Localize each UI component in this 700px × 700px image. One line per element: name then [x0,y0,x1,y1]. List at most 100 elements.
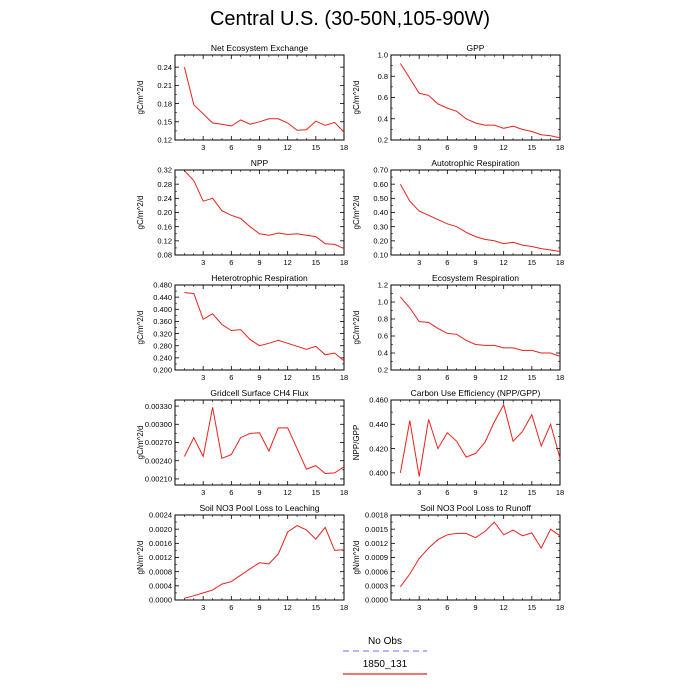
x-tick-label: 9 [257,488,261,497]
x-tick-label: 12 [283,143,291,152]
x-tick-label: 9 [257,603,261,612]
series-line-ecosystem-respiration [400,296,561,357]
x-tick-label: 3 [201,143,205,152]
x-tick-label: 3 [417,258,421,267]
panel-ecosystem-respiration: Ecosystem Respiration 3 6 9 12 15 18 0.2 0.4 0.6 0… [352,273,564,382]
x-tick-label: 15 [312,373,320,382]
y-tick-label: 0.20 [373,237,388,246]
x-tick-label: 18 [556,488,564,497]
x-tick-label: 18 [556,603,564,612]
y-tick-label: 0.320 [153,329,172,338]
y-tick-label: 0.08 [157,251,172,260]
x-tick-label: 15 [528,603,536,612]
y-tick-label: 0.280 [153,341,172,350]
x-tick-label: 18 [340,143,348,152]
y-tick-label: 0.24 [157,194,172,203]
y-tick-label: 0.6 [378,332,388,341]
x-tick-label: 18 [556,143,564,152]
x-tick-label: 15 [312,488,320,497]
y-tick-label: 0.8 [378,72,388,81]
y-tick-label: 0.6 [378,93,388,102]
x-tick-label: 6 [229,603,233,612]
x-tick-label: 6 [229,488,233,497]
y-axis-label: gC/m^2/d [136,311,145,345]
x-tick-label: 9 [473,488,477,497]
plot-frame [390,54,561,141]
y-tick-label: 0.70 [373,166,388,175]
x-tick-label: 15 [528,373,536,382]
y-axis-label: gC/m^2/d [136,81,145,115]
plot-frame [390,514,561,601]
y-axis-label: gN/m^2/d [352,541,361,575]
y-tick-label: 0.8 [378,315,388,324]
series-line-npp [184,170,345,250]
panel-gpp: GPP 3 6 9 12 15 18 0.2 0.4 0.6 0.8 1.0 gC/m^2/d [352,43,564,152]
y-tick-label: 0.00270 [145,438,172,447]
x-tick-label: 9 [473,603,477,612]
panel-title: Gridcell Surface CH4 Flux [210,388,309,398]
y-tick-label: 0.4 [378,114,388,123]
y-tick-label: 0.32 [157,166,172,175]
plot-frame [174,284,345,371]
x-tick-label: 3 [417,143,421,152]
x-tick-label: 18 [556,258,564,267]
y-tick-label: 0.0006 [365,567,388,576]
y-tick-label: 0.480 [153,281,172,290]
legend-label-obs: No Obs [368,636,402,647]
y-tick-label: 0.200 [153,366,172,375]
y-tick-label: 0.00330 [145,402,172,411]
panel-title: Carbon Use Efficiency (NPP/GPP) [411,388,541,398]
y-tick-label: 0.400 [369,469,388,478]
x-tick-label: 12 [283,373,291,382]
panel-heterotrophic-respiration: Heterotrophic Respiration 3 6 9 12 15 18 0.200 0… [136,273,348,382]
x-tick-label: 6 [445,373,449,382]
y-tick-label: 0.21 [157,81,172,90]
page-title: Central U.S. (30-50N,105-90W) [209,8,491,30]
panel-title: Net Ecosystem Exchange [211,43,309,53]
x-tick-label: 15 [528,258,536,267]
y-tick-label: 0.0020 [149,525,172,534]
y-tick-label: 0.360 [153,317,172,326]
y-tick-label: 0.0012 [149,553,172,562]
y-tick-label: 0.18 [157,99,172,108]
x-tick-label: 9 [473,373,477,382]
x-tick-label: 9 [257,373,261,382]
x-tick-label: 3 [201,488,205,497]
x-tick-label: 6 [229,373,233,382]
panel-soil-no3-pool-loss-to-runoff: Soil NO3 Pool Loss to Runoff 3 6 9 12 15 18 0.0… [352,503,564,612]
y-tick-label: 0.15 [157,117,172,126]
series-line-heterotrophic-respiration [184,292,345,362]
x-tick-label: 12 [283,603,291,612]
y-tick-label: 0.28 [157,180,172,189]
y-tick-label: 0.12 [157,136,172,145]
panel-title: Soil NO3 Pool Loss to Runoff [420,503,531,513]
y-axis-label: gC/m^2/d [352,81,361,115]
y-tick-label: 0.00240 [145,456,172,465]
panel-title: Heterotrophic Respiration [211,273,308,283]
y-tick-label: 0.440 [369,420,388,429]
series-line-soil-no3-pool-loss-to-runoff [399,521,561,588]
x-tick-label: 15 [312,603,320,612]
x-tick-label: 15 [528,143,536,152]
y-tick-label: 0.440 [153,293,172,302]
panel-title: Autotrophic Respiration [431,158,520,168]
series-line-carbon-use-efficiency-npp-gpp [399,403,561,477]
panel-gridcell-surface-ch4-flux: Gridcell Surface CH4 Flux 3 6 9 12 15 18 0.0021… [136,388,348,497]
y-axis-label: gN/m^2/d [136,541,145,575]
x-tick-label: 12 [499,603,507,612]
x-tick-label: 18 [340,258,348,267]
y-axis-label: NPP/GPP [352,425,361,461]
x-tick-label: 18 [340,488,348,497]
y-tick-label: 0.24 [157,63,172,72]
panel-title: Ecosystem Respiration [432,273,519,283]
y-tick-label: 0.12 [157,237,172,246]
x-tick-label: 12 [283,488,291,497]
panel-net-ecosystem-exchange: Net Ecosystem Exchange 3 6 9 12 15 18 0.12 0.15 0… [136,43,348,152]
x-tick-label: 15 [312,143,320,152]
x-tick-label: 6 [445,603,449,612]
plot-frame [390,284,561,371]
y-tick-label: 0.400 [153,305,172,314]
y-tick-label: 0.240 [153,354,172,363]
x-tick-label: 15 [312,258,320,267]
x-tick-label: 6 [445,143,449,152]
